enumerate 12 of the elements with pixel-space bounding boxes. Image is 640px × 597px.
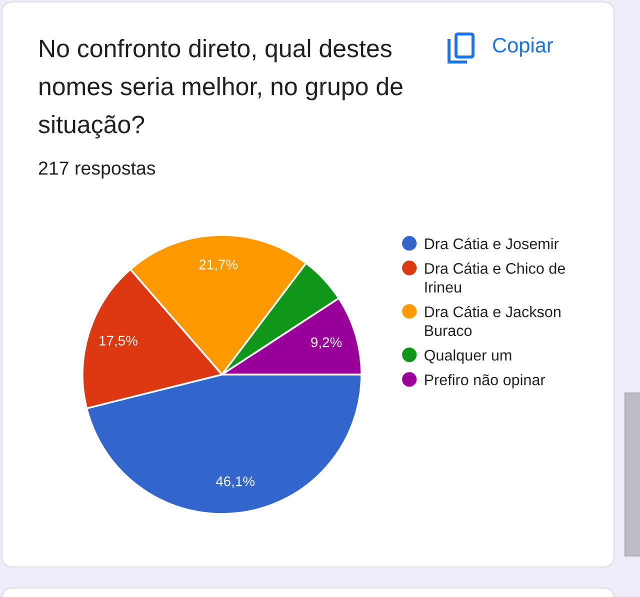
legend-label: Dra Cátia e Jackson Buraco (425, 306, 560, 336)
data-label: 17,5% (100, 336, 138, 348)
legend-label: Qualquer um (424, 349, 512, 364)
data-label: 9,2% (311, 337, 342, 349)
chart-subtitle: 217 respostas (38, 161, 156, 178)
data-label: 21,7% (199, 260, 238, 272)
legend-label: Dra Cátia e Chico de Irineu (425, 262, 565, 293)
legend-label: Prefiro não opinar (425, 374, 546, 388)
legend-label: Dra Cátia e Josemir (425, 238, 559, 250)
chart-title: No confronto direto, qual destes nomes seria melhor, no grupo de situação? (38, 39, 402, 138)
data-label: 46,1% (216, 476, 254, 488)
text: Copiar (493, 37, 554, 57)
